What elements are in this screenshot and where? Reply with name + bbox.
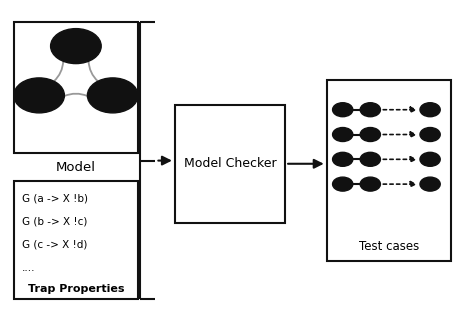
Circle shape [332, 103, 352, 117]
FancyBboxPatch shape [14, 22, 138, 153]
Circle shape [419, 152, 439, 166]
Text: Model Checker: Model Checker [183, 157, 276, 170]
Text: ....: .... [22, 263, 35, 273]
FancyBboxPatch shape [14, 181, 138, 299]
Circle shape [359, 152, 380, 166]
Circle shape [359, 177, 380, 191]
Text: G (b -> X !c): G (b -> X !c) [22, 217, 87, 227]
FancyBboxPatch shape [174, 105, 285, 223]
Circle shape [332, 152, 352, 166]
Text: Test cases: Test cases [358, 240, 418, 253]
Text: G (c -> X !d): G (c -> X !d) [22, 240, 87, 250]
Circle shape [419, 177, 439, 191]
Circle shape [359, 128, 380, 142]
Text: Model: Model [56, 161, 95, 174]
Circle shape [332, 128, 352, 142]
Circle shape [359, 103, 380, 117]
Circle shape [14, 78, 64, 113]
Circle shape [87, 78, 138, 113]
Circle shape [332, 177, 352, 191]
Circle shape [50, 29, 101, 64]
Circle shape [419, 103, 439, 117]
FancyBboxPatch shape [326, 80, 450, 261]
Circle shape [419, 128, 439, 142]
Text: Trap Properties: Trap Properties [28, 284, 124, 294]
Text: G (a -> X !b): G (a -> X !b) [22, 194, 88, 204]
